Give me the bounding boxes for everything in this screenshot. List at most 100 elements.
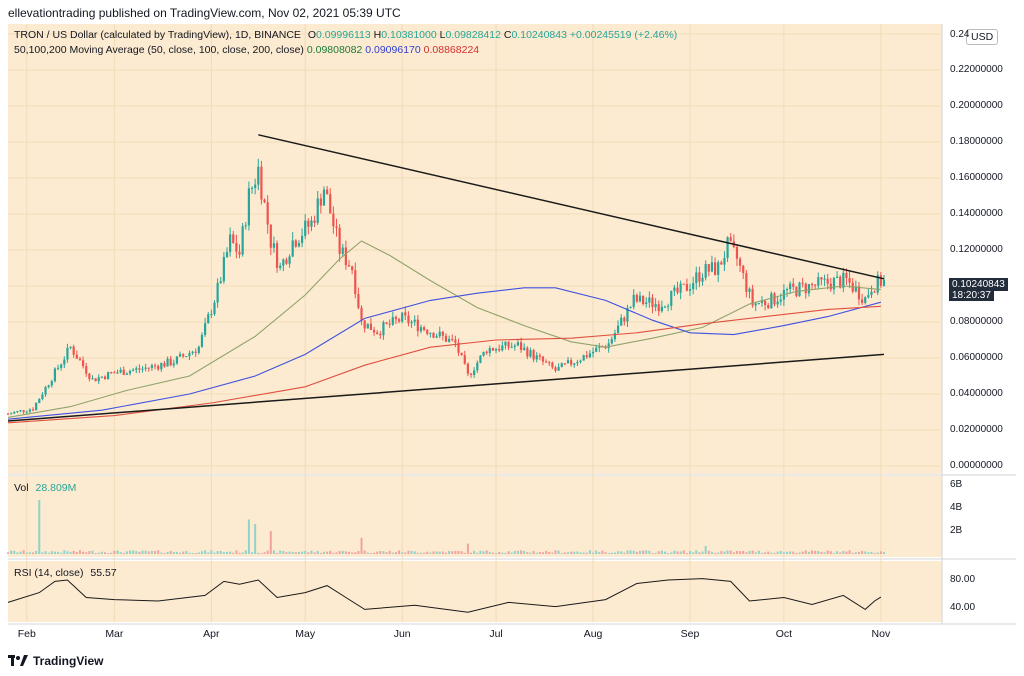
candle-body [275, 243, 279, 268]
volume-bar [382, 551, 385, 554]
candle-body [81, 360, 85, 367]
volume-bar [207, 552, 210, 554]
candle-body [817, 277, 820, 286]
volume-bar [629, 550, 632, 554]
volume-bar [319, 552, 322, 554]
volume-bar [310, 550, 313, 554]
volume-bar [282, 551, 285, 554]
candle-body [551, 362, 554, 368]
volume-bar [138, 551, 141, 554]
volume-bar [185, 550, 188, 554]
volume-bar [516, 550, 519, 554]
candle-body [235, 243, 238, 252]
volume-bar [157, 550, 160, 554]
candle-body [498, 349, 501, 351]
time-tick-label: Mar [105, 628, 124, 640]
candle-body [867, 295, 870, 298]
symbol-title[interactable]: TRON / US Dollar (calculated by TradingV… [14, 29, 301, 41]
volume-bar [307, 552, 310, 554]
volume-bar [760, 552, 763, 554]
volume-bar [457, 551, 460, 554]
ma-title[interactable]: 50,100,200 Moving Average (50, close, 10… [14, 44, 304, 56]
volume-bar [776, 551, 779, 554]
price-tick-label: 0.04000000 [950, 388, 1003, 399]
candle-body [460, 352, 463, 356]
candle-body [857, 286, 861, 300]
candle-body [807, 284, 811, 294]
volume-bar [219, 551, 222, 554]
candle-body [654, 304, 657, 308]
volume-bar [801, 551, 804, 554]
volume-bar [804, 550, 807, 554]
candle-body [410, 321, 413, 324]
volume-bar [613, 552, 616, 554]
volume-bar [132, 550, 135, 554]
candle-body [78, 358, 82, 361]
volume-bar [44, 551, 47, 554]
volume-bar [125, 551, 128, 554]
candle-body [513, 345, 516, 347]
candle-body [463, 355, 466, 364]
candle-body [191, 351, 194, 354]
volume-bar [520, 550, 523, 554]
volume-bar [836, 551, 839, 554]
volume-bar [25, 552, 28, 554]
candle-body [200, 334, 204, 347]
candle-body [667, 305, 670, 307]
footer-brand[interactable]: TradingView [8, 654, 103, 668]
candle-body [300, 235, 304, 244]
volume-bar [266, 550, 269, 554]
candle-body [657, 304, 660, 312]
candle-body [570, 360, 573, 365]
candle-body [44, 387, 47, 395]
volume-bar [854, 552, 857, 554]
volume-bar [876, 552, 879, 554]
upper-trendline [258, 134, 885, 280]
candle-body [607, 343, 610, 349]
rsi-label[interactable]: RSI (14, close) [14, 567, 84, 579]
volume-bar [254, 524, 257, 554]
volume-bar [664, 551, 666, 554]
volume-bar [244, 550, 247, 554]
volume-bar [188, 552, 191, 554]
volume-bar [811, 550, 814, 554]
candle-body [429, 332, 432, 334]
volume-bar [529, 552, 532, 554]
candle-body [441, 331, 444, 336]
vol-label[interactable]: Vol [14, 482, 29, 494]
candle-body [832, 277, 836, 290]
candle-body [319, 198, 322, 206]
volume-bar [47, 552, 50, 554]
candle-body [351, 266, 354, 271]
candle-body [729, 237, 732, 242]
candle-body [557, 366, 560, 371]
time-tick-label: Sep [680, 628, 700, 640]
candle-body [792, 283, 795, 287]
candle-body [454, 339, 457, 343]
time-tick-label: Feb [17, 628, 36, 640]
volume-bar [861, 550, 864, 554]
volume-bar [32, 552, 35, 554]
currency-button[interactable]: USD [966, 29, 999, 45]
volume-bar [848, 550, 851, 554]
candle-body [241, 226, 244, 255]
volume-bar [385, 552, 388, 554]
candle-body [75, 354, 78, 359]
candle-body [38, 399, 41, 403]
candle-body [579, 360, 582, 363]
volume-bar [235, 550, 238, 554]
candle-body [820, 277, 823, 280]
candle-body [457, 342, 460, 353]
volume-bar [782, 552, 785, 554]
volume-bar [57, 551, 60, 554]
candle-body [835, 276, 839, 278]
candle-body [88, 373, 91, 379]
candle-body [504, 341, 507, 346]
candle-body [232, 234, 235, 244]
volume-bar [204, 550, 207, 554]
candle-body [69, 346, 72, 348]
candle-body [250, 187, 254, 189]
price-tick-label: 0.22000000 [950, 64, 1003, 75]
volume-bar [154, 551, 157, 554]
